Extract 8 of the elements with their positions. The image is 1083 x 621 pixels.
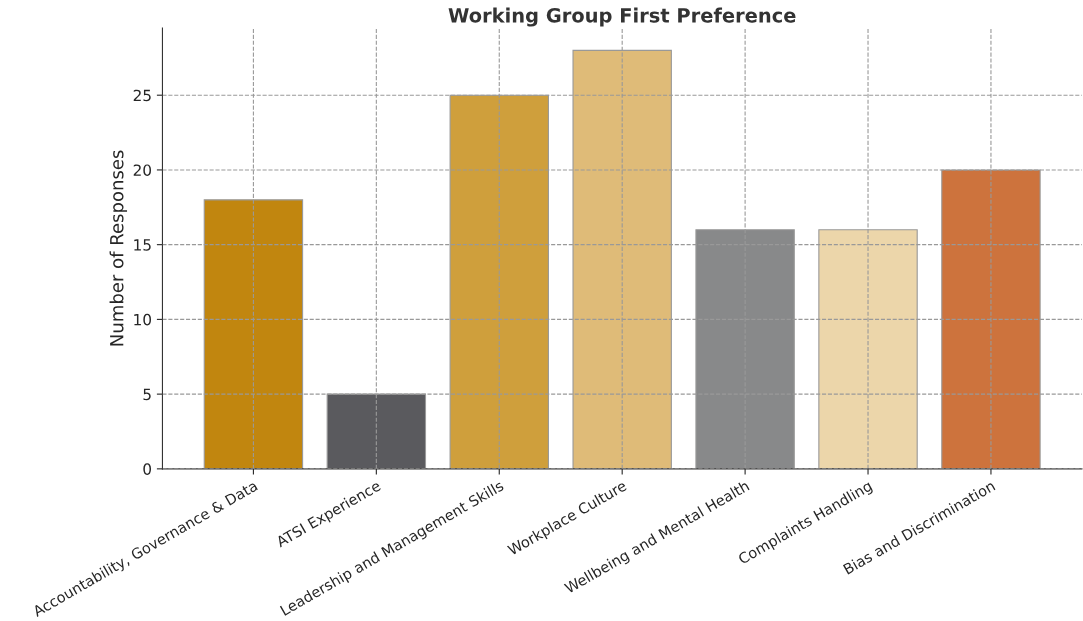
y-tick-label: 20 [133,164,152,176]
y-tick-label: 25 [133,89,151,102]
y-tick-label: 0 [143,463,152,475]
y-tick-label: 15 [134,239,151,251]
y-axis-title: Number of Responses [109,150,128,346]
chart-title: Working Group First Preference [448,7,796,27]
y-tick-label: 10 [134,313,152,326]
y-tick-label: 5 [143,388,151,401]
